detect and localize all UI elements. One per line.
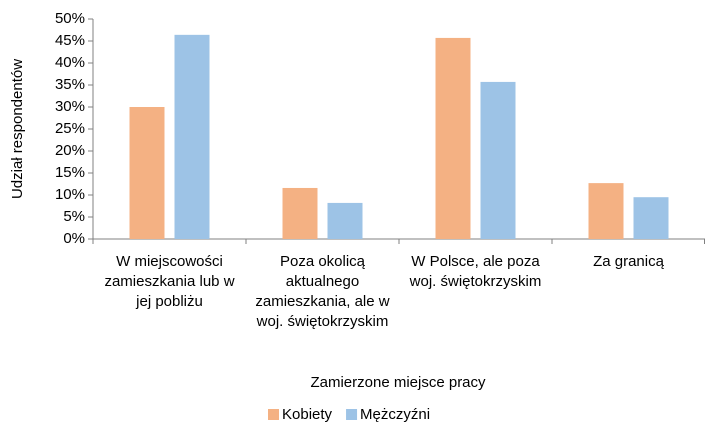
bar bbox=[174, 34, 210, 240]
y-axis-title: Udział respondentów bbox=[9, 59, 26, 199]
legend-label: Mężczyźni bbox=[360, 406, 430, 423]
y-tick-label: 50% bbox=[55, 10, 85, 27]
legend-swatch bbox=[346, 409, 358, 420]
legend-swatch bbox=[268, 409, 279, 420]
x-tick-label: Poza okolicą aktualnego zamieszkania, ale … bbox=[255, 253, 389, 330]
bar bbox=[588, 183, 624, 239]
x-axis-title: Zamierzone miejsce pracy bbox=[310, 374, 486, 391]
y-tick-label: 40% bbox=[55, 54, 85, 71]
bar bbox=[327, 202, 363, 239]
x-tick-label: W miejscowości zamieszkania lub w jej pobl… bbox=[104, 253, 234, 310]
y-tick-label: 10% bbox=[55, 186, 85, 203]
y-tick-label: 45% bbox=[55, 32, 85, 49]
bar bbox=[282, 187, 318, 239]
y-tick-label: 25% bbox=[55, 120, 85, 137]
y-tick-label: 5% bbox=[63, 208, 85, 225]
y-tick-label: 30% bbox=[55, 98, 85, 115]
legend-label: Kobiety bbox=[282, 406, 333, 423]
bar bbox=[480, 81, 516, 239]
bar bbox=[129, 107, 165, 239]
y-tick-label: 20% bbox=[55, 142, 85, 159]
x-tick-label: W Polsce, ale poza woj. świętokrzyskim bbox=[409, 253, 542, 290]
x-tick-label: Za granicą bbox=[593, 253, 665, 270]
y-tick-label: 15% bbox=[55, 164, 85, 181]
y-tick-label: 35% bbox=[55, 76, 85, 93]
bar bbox=[435, 37, 471, 239]
y-tick-label: 0% bbox=[63, 230, 85, 247]
bar bbox=[633, 197, 669, 239]
